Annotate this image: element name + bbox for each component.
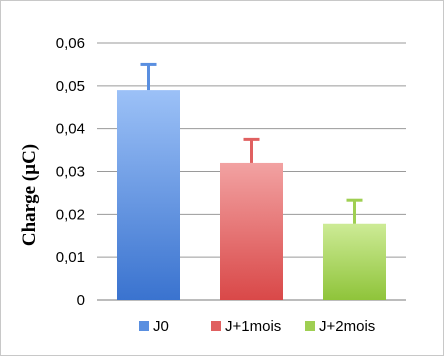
y-tick-label: 0,04 [56, 121, 85, 138]
y-tick-label: 0,02 [56, 206, 85, 223]
y-axis-label: Charge (µC) [19, 144, 40, 246]
bar-j-1mois [220, 162, 283, 300]
y-tick-label: 0,06 [56, 35, 85, 52]
legend-label: J0 [153, 318, 169, 335]
y-tick-label: 0,01 [56, 249, 85, 266]
bar-j0 [117, 90, 180, 300]
bar-j-2mois [323, 223, 386, 300]
legend-label: J+2mois [319, 318, 375, 335]
y-tick-label: 0,05 [56, 78, 85, 95]
legend-swatch [139, 321, 149, 331]
legend-swatch [211, 321, 221, 331]
legend-swatch [305, 321, 315, 331]
y-tick-label: 0 [77, 292, 85, 309]
y-tick-label: 0,03 [56, 164, 85, 181]
legend-label: J+1mois [225, 318, 281, 335]
